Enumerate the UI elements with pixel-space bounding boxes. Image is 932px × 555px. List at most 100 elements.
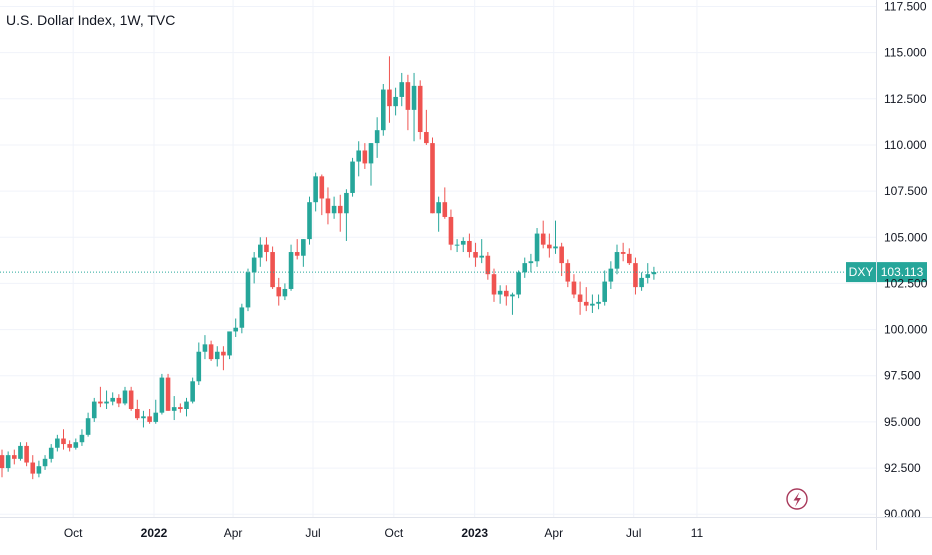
- y-tick-label: 100.000: [884, 323, 928, 337]
- x-tick-label: 11: [691, 526, 704, 540]
- candle-body: [467, 240, 472, 253]
- candle: [5, 451, 11, 472]
- candle-body: [331, 205, 337, 214]
- candle: [301, 239, 306, 267]
- candle: [620, 242, 626, 262]
- candle-body: [411, 85, 417, 110]
- candle: [171, 396, 177, 421]
- y-tick-label: 107.500: [884, 184, 928, 198]
- candle-body: [128, 390, 134, 409]
- candle-body: [48, 447, 54, 459]
- candle: [596, 294, 601, 310]
- candle: [264, 237, 269, 262]
- candle: [553, 220, 558, 254]
- x-tick-label: Oct: [64, 526, 83, 540]
- candle-body: [497, 290, 503, 295]
- symbol-badge: [846, 262, 876, 283]
- candle: [590, 294, 595, 313]
- candle-body: [344, 192, 349, 214]
- candle: [245, 268, 251, 312]
- candle: [214, 346, 220, 367]
- candle-body: [313, 176, 318, 203]
- candle-body: [583, 301, 589, 306]
- candle-body: [448, 216, 454, 245]
- candle: [393, 87, 398, 116]
- candle: [479, 239, 484, 264]
- candle-body: [282, 288, 288, 297]
- candle: [381, 84, 386, 136]
- candle-body: [620, 252, 626, 254]
- candle: [18, 442, 23, 461]
- candle: [473, 242, 478, 267]
- candle: [288, 244, 294, 291]
- candle: [202, 335, 208, 360]
- candle-body: [540, 233, 546, 245]
- candle-body: [208, 344, 214, 360]
- x-tick-label: 2022: [141, 526, 168, 540]
- candle-body: [319, 176, 325, 199]
- candle: [417, 80, 423, 140]
- candle: [374, 117, 380, 158]
- candle-body: [227, 331, 232, 356]
- candle: [221, 346, 226, 371]
- candle: [276, 277, 282, 306]
- candle-body: [239, 307, 245, 328]
- candle: [325, 187, 331, 225]
- candle-body: [55, 438, 60, 448]
- candle-body: [73, 442, 79, 448]
- x-tick-label: 2023: [461, 526, 488, 540]
- candle: [504, 285, 509, 306]
- candle: [645, 263, 651, 284]
- candle: [614, 244, 620, 275]
- candle-body: [258, 244, 263, 258]
- candle-body: [264, 244, 269, 253]
- candle: [356, 141, 361, 177]
- candle: [141, 410, 146, 428]
- candle-body: [460, 240, 466, 245]
- candle-body: [301, 239, 306, 256]
- candle-body: [651, 272, 657, 275]
- candle-body: [442, 202, 448, 217]
- candle: [387, 56, 392, 123]
- candle-body: [510, 294, 515, 297]
- candle-body: [104, 401, 109, 404]
- candle: [319, 174, 325, 216]
- candle: [282, 283, 288, 301]
- candle: [55, 434, 60, 452]
- candle: [497, 285, 503, 304]
- candle: [91, 397, 97, 422]
- candle-body: [399, 82, 405, 97]
- candle: [258, 237, 263, 267]
- candle-body: [559, 246, 564, 264]
- candle: [184, 397, 189, 417]
- candle-body: [608, 268, 614, 282]
- last-price-badge: [877, 262, 927, 283]
- candle-body: [504, 290, 509, 297]
- y-tick-label: 117.500: [884, 0, 927, 13]
- lightning-icon[interactable]: [786, 488, 808, 510]
- candle: [0, 449, 5, 478]
- candle-body: [122, 390, 128, 404]
- candle: [178, 403, 183, 413]
- candle: [577, 281, 583, 315]
- candle-body: [251, 257, 257, 273]
- candle: [460, 237, 466, 253]
- candle-body: [350, 161, 355, 193]
- candle-body: [147, 416, 152, 422]
- y-tick-label: 102.500: [884, 276, 928, 290]
- y-tick-label: 110.000: [884, 138, 927, 152]
- candle-body: [245, 272, 251, 308]
- lightning-icon-bolt: [793, 492, 801, 507]
- candle-body: [547, 244, 552, 249]
- candle-body: [110, 397, 115, 402]
- candle-body: [67, 444, 72, 448]
- candle: [85, 412, 91, 437]
- candle: [442, 187, 448, 219]
- candle: [12, 449, 17, 465]
- candle: [24, 442, 29, 467]
- candle: [79, 429, 85, 446]
- candle-body: [639, 277, 644, 288]
- overlay: DXY 103.113: [0, 262, 927, 510]
